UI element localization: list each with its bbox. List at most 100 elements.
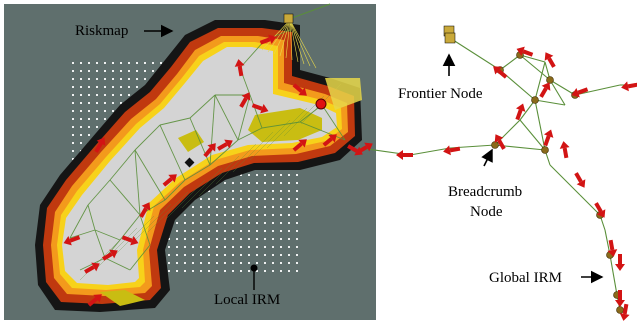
grid-point <box>296 198 298 200</box>
arrow-head <box>516 46 525 57</box>
local-direction-arrow <box>94 137 106 153</box>
grid-point <box>208 222 210 224</box>
global-irm-edge <box>409 147 451 156</box>
grid-point <box>120 62 122 64</box>
arrow-head <box>328 134 337 143</box>
grid-point <box>200 270 202 272</box>
local-irm-edge <box>232 131 274 173</box>
local-irm-edge <box>291 3 331 19</box>
grid-point <box>288 238 290 240</box>
grid-point <box>296 214 298 216</box>
right-panel <box>357 25 637 321</box>
local-irm-edge <box>164 179 186 201</box>
grid-point <box>232 262 234 264</box>
grid-point <box>248 254 250 256</box>
local-irm-edge <box>134 149 141 216</box>
grid-point <box>224 222 226 224</box>
grid-point <box>296 222 298 224</box>
arrow-shaft <box>547 57 556 68</box>
arrow-head <box>298 87 307 96</box>
local-direction-arrow <box>292 139 307 152</box>
local-direction-arrow <box>239 92 251 108</box>
grid-point <box>80 86 82 88</box>
global-irm-edge <box>579 194 601 216</box>
grid-point <box>72 126 74 128</box>
grid-point <box>240 270 242 272</box>
global-direction-arrow <box>621 81 637 92</box>
grid-point <box>248 238 250 240</box>
grid-point <box>272 238 274 240</box>
grid-point <box>288 198 290 200</box>
grid-point <box>232 198 234 200</box>
grid-point <box>224 190 226 192</box>
grid-point <box>224 270 226 272</box>
grid-point <box>184 254 186 256</box>
grid-point <box>256 190 258 192</box>
grid-point <box>248 270 250 272</box>
arrow-head <box>576 179 586 188</box>
grid-point <box>280 182 282 184</box>
local-irm-edge <box>214 94 239 141</box>
local-irm-edge <box>159 124 186 181</box>
grid-point <box>280 190 282 192</box>
grid-point <box>240 246 242 248</box>
local-direction-arrow <box>251 103 269 114</box>
grid-point <box>96 70 98 72</box>
arrow-shaft <box>497 69 508 79</box>
arrow-shaft <box>347 144 358 153</box>
grid-point <box>248 246 250 248</box>
arrow-shaft <box>121 235 133 243</box>
grid-point <box>280 246 282 248</box>
arrow-shaft <box>239 97 248 108</box>
grid-point <box>136 86 138 88</box>
grid-point <box>256 254 258 256</box>
grid-point <box>280 262 282 264</box>
lidar-ray <box>289 19 305 65</box>
grid-point <box>272 190 274 192</box>
grid-point <box>200 254 202 256</box>
global-irm-edge <box>499 54 521 71</box>
grid-point <box>192 214 194 216</box>
grid-point <box>192 222 194 224</box>
arrow-head <box>396 150 403 160</box>
global-irm-edge <box>519 54 546 63</box>
grid-point <box>280 238 282 240</box>
grid-point <box>136 62 138 64</box>
arrow-shaft <box>594 202 603 213</box>
grid-point <box>88 102 90 104</box>
lidar-ray <box>289 19 293 61</box>
grid-point <box>288 254 290 256</box>
local-irm-edge <box>261 121 301 129</box>
grid-point <box>184 230 186 232</box>
global-direction-arrow <box>443 145 461 156</box>
grid-point <box>184 214 186 216</box>
frontier-node <box>443 25 456 44</box>
grid-point <box>288 270 290 272</box>
grid-point <box>200 214 202 216</box>
grid-point <box>224 262 226 264</box>
grid-point <box>272 270 274 272</box>
arrow-head <box>241 92 251 101</box>
grid-point <box>224 206 226 208</box>
grid-point <box>72 62 74 64</box>
free-space <box>62 47 337 285</box>
local-irm-edge <box>134 149 166 201</box>
arrow-head <box>615 264 625 271</box>
global-direction-arrow <box>607 239 618 257</box>
grid-point <box>200 206 202 208</box>
arrow-shaft <box>292 83 303 93</box>
global-direction-arrow <box>615 290 625 307</box>
grid-point <box>152 70 154 72</box>
breadcrumb-label-line1: Breadcrumb <box>448 184 522 200</box>
breadcrumb-node <box>616 306 624 314</box>
grid-point <box>136 70 138 72</box>
arrow-shaft <box>577 87 589 95</box>
global-direction-arrow <box>494 134 506 150</box>
grid-point <box>248 174 250 176</box>
global-irm-edge <box>449 37 501 71</box>
arrow-head <box>298 139 307 148</box>
grid-point <box>216 270 218 272</box>
global-irm-arrows <box>357 46 637 321</box>
local-irm-edge <box>94 229 121 241</box>
